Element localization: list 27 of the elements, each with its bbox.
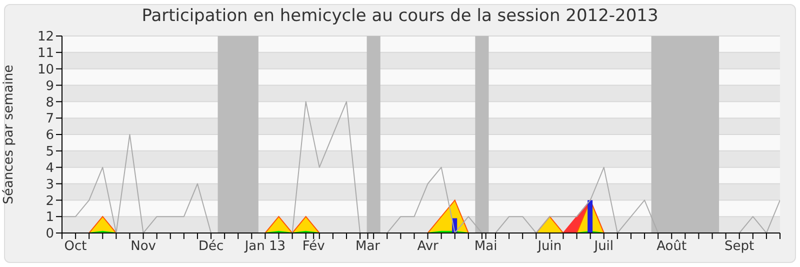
- y-tick-label: 0: [46, 226, 54, 242]
- x-tick-label: Sept: [724, 239, 754, 254]
- y-tick-label: 12: [37, 30, 54, 45]
- y-tick-label: 8: [46, 95, 54, 110]
- x-tick-label: Nov: [130, 239, 156, 254]
- x-tick-label: Juil: [593, 239, 614, 254]
- x-tick-label: Août: [656, 239, 687, 254]
- chart-title: Participation en hemicycle au cours de la session 2012-2013: [140, 6, 660, 26]
- x-tick-label: Jan 13: [244, 239, 286, 254]
- y-tick-label: 1: [46, 210, 54, 226]
- y-axis-title: Séances par semaine: [2, 64, 17, 204]
- y-tick-label: 7: [46, 112, 54, 127]
- y-tick-label: 10: [37, 62, 54, 78]
- y-tick-label: 9: [46, 78, 54, 94]
- x-tick-label: Oct: [64, 239, 87, 254]
- y-tick-label: 6: [46, 128, 54, 144]
- x-tick-label: Déc: [198, 239, 224, 254]
- y-tick-label: 2: [46, 194, 54, 209]
- x-tick-label: Mar: [356, 239, 381, 254]
- y-tick-label: 3: [46, 177, 54, 192]
- x-tick-label: Juin: [536, 239, 562, 254]
- x-tick-label: Avr: [417, 239, 440, 254]
- y-tick-label: 11: [37, 46, 54, 62]
- y-tick-label: 4: [46, 160, 54, 176]
- x-tick-label: Mai: [474, 239, 498, 254]
- y-tick-label: 5: [46, 144, 54, 160]
- x-tick-label: Fév: [302, 239, 326, 254]
